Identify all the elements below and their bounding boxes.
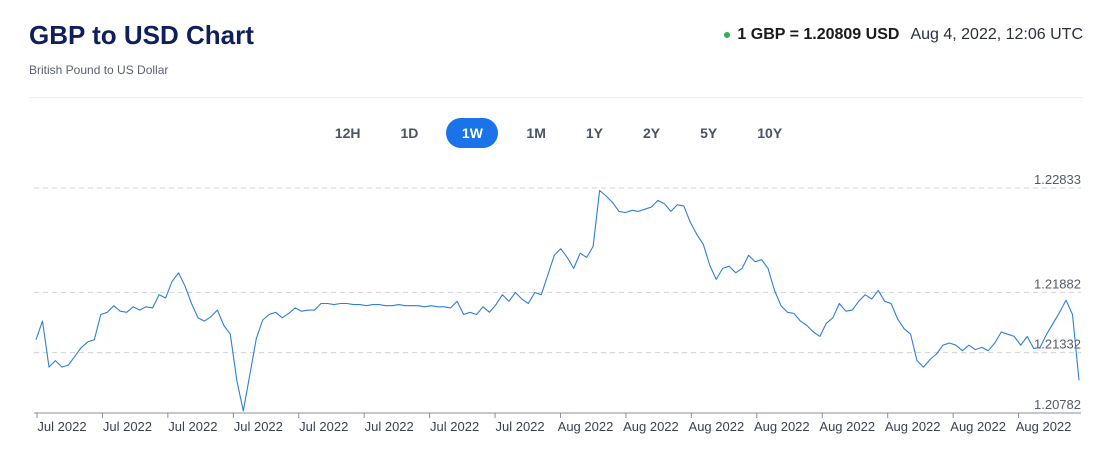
x-tick-label: Jul 2022 bbox=[37, 419, 86, 434]
x-tick-label: Jul 2022 bbox=[365, 419, 414, 434]
live-indicator-icon bbox=[724, 32, 731, 38]
x-tick-label: Jul 2022 bbox=[103, 419, 152, 434]
x-tick-label: Aug 2022 bbox=[819, 419, 875, 434]
current-rate: 1 GBP = 1.20809 USD Aug 4, 2022, 12:06 U… bbox=[724, 26, 1083, 44]
x-tick-label: Jul 2022 bbox=[168, 419, 217, 434]
rate-timestamp: Aug 4, 2022, 12:06 UTC bbox=[910, 26, 1083, 43]
range-button-1w[interactable]: 1W bbox=[446, 118, 499, 148]
x-tick-label: Jul 2022 bbox=[299, 419, 348, 434]
page-subtitle: British Pound to US Dollar bbox=[29, 63, 169, 77]
rate-value: 1 GBP = 1.20809 USD bbox=[737, 26, 900, 43]
x-tick-label: Aug 2022 bbox=[754, 419, 810, 434]
rate-line-chart[interactable]: 1.22833 1.21882 1.21332 1.20782 Jul 2022 Jul … bbox=[0, 170, 1117, 454]
x-tick-label: Jul 2022 bbox=[430, 419, 479, 434]
header-divider bbox=[29, 97, 1083, 98]
x-tick-label: Aug 2022 bbox=[623, 419, 679, 434]
page-title: GBP to USD Chart bbox=[29, 20, 254, 50]
range-button-1m[interactable]: 1M bbox=[514, 118, 557, 148]
y-tick-label: 1.21332 bbox=[1034, 337, 1081, 352]
range-button-12h[interactable]: 12H bbox=[323, 118, 373, 148]
y-tick-label: 1.20782 bbox=[1034, 397, 1081, 412]
x-tick-label: Aug 2022 bbox=[558, 419, 614, 434]
range-button-10y[interactable]: 10Y bbox=[745, 118, 794, 148]
x-tick-label: Aug 2022 bbox=[1016, 419, 1072, 434]
x-tick-label: Aug 2022 bbox=[950, 419, 1006, 434]
range-button-1d[interactable]: 1D bbox=[389, 118, 431, 148]
range-button-1y[interactable]: 1Y bbox=[574, 118, 615, 148]
range-selector: 12H 1D 1W 1M 1Y 2Y 5Y 10Y bbox=[0, 118, 1117, 148]
x-tick-label: Jul 2022 bbox=[234, 419, 283, 434]
y-tick-label: 1.21882 bbox=[1034, 276, 1081, 291]
range-button-2y[interactable]: 2Y bbox=[631, 118, 672, 148]
x-tick-label: Aug 2022 bbox=[885, 419, 941, 434]
range-button-5y[interactable]: 5Y bbox=[688, 118, 729, 148]
y-tick-label: 1.22833 bbox=[1034, 172, 1081, 187]
x-tick-label: Jul 2022 bbox=[495, 419, 544, 434]
x-tick-label: Aug 2022 bbox=[689, 419, 745, 434]
series-line bbox=[35, 189, 1080, 412]
